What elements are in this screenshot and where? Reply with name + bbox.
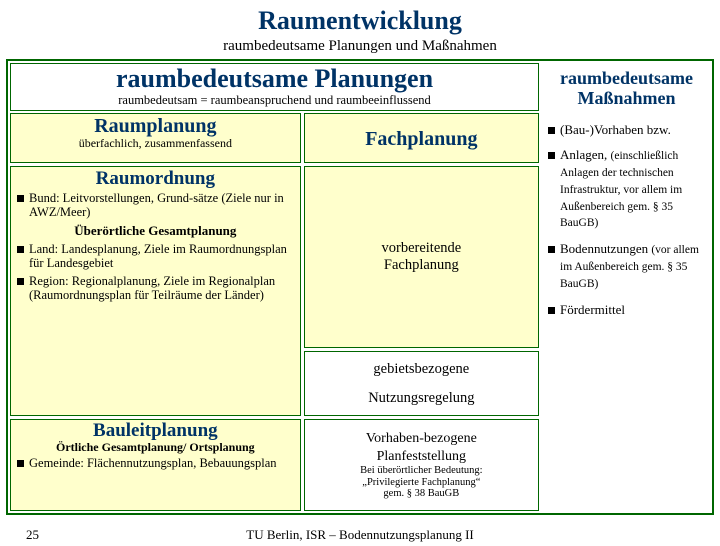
left-columns: Raumplanung überfachlich, zusammenfassen… [10,113,539,511]
bullet-icon [17,278,24,285]
gebiets-box: gebietsbezogene Nutzungsregelung [304,351,539,416]
vorhaben-box: Vorhaben-bezogene Planfeststellung Bei ü… [304,419,539,511]
vorb-line1: vorbereitende [381,240,461,257]
raumplanung-sub: überfachlich, zusammenfassend [11,136,300,153]
page-title: Raumentwicklung [0,6,720,36]
vh-line3: Bei überörtlicher Bedeutung: [360,465,482,477]
bauleit-box: Bauleitplanung Örtliche Gesamtplanung/ O… [10,419,301,511]
raumordnung-box: Raumordnung Bund: Leitvorstellungen, Gru… [10,166,301,416]
right-b4: Fördermittel [560,302,707,318]
bullet-icon [548,246,555,253]
uberortliche: Überörtliche Gesamtplanung [14,223,297,239]
bullet-icon [548,152,555,159]
geb-line1: gebietsbezogene [373,361,469,378]
raumordnung-title: Raumordnung [11,169,300,188]
left-header: raumbedeutsame Planungen raumbedeutsam =… [10,63,539,111]
bullet-icon [17,246,24,253]
right-column: raumbedeutsame Maßnahmen (Bau-)Vorhaben … [541,61,712,513]
right-title-2: Maßnahmen [577,88,675,108]
left-header-title: raumbedeutsame Planungen [11,64,538,92]
bullet-icon [17,195,24,202]
page-subtitle: raumbedeutsame Planungen und Maßnahmen [0,38,720,55]
left-header-sub: raumbedeutsam = raumbeanspruchend und ra… [11,92,538,110]
left-area: raumbedeutsame Planungen raumbedeutsam =… [8,61,541,513]
right-b2: Anlagen, (einschließlich Anlagen der tec… [560,147,707,231]
bullet-icon [548,127,555,134]
vorbereitende-box: vorbereitende Fachplanung [304,166,539,348]
bauleit-title: Bauleitplanung [11,421,300,440]
bullet-icon [548,307,555,314]
land-text: Land: Landesplanung, Ziele im Raumordnun… [29,242,297,271]
bullet-icon [17,460,24,467]
vh-line4: „Privilegierte Fachplanung“ [362,477,480,489]
column-fachplanung: Fachplanung vorbereitende Fachplanung ge… [304,113,539,511]
fachplanung-title: Fachplanung [365,127,477,149]
column-raumplanung: Raumplanung überfachlich, zusammenfassen… [10,113,301,511]
right-title-1: raumbedeutsame [560,68,693,88]
bauleit-bullets: Gemeinde: Flächennutzungsplan, Bebauungs… [11,456,300,470]
page-footer: TU Berlin, ISR – Bodennutzungsplanung II [0,527,720,543]
right-b3: Bodennutzungen (vor allem im Außenbereic… [560,241,707,291]
right-b1: (Bau-)Vorhaben bzw. [560,122,707,138]
raumplanung-header: Raumplanung überfachlich, zusammenfassen… [10,113,301,163]
bauleit-sub: Örtliche Gesamtplanung/ Ortsplanung [11,440,300,455]
diagram-outer: raumbedeutsame Planungen raumbedeutsam =… [6,59,714,515]
geb-line2: Nutzungsregelung [368,390,474,407]
gemeinde-text: Gemeinde: Flächennutzungsplan, Bebauungs… [29,456,297,470]
right-bullets: (Bau-)Vorhaben bzw. Anlagen, (einschließ… [543,115,710,328]
vorb-line2: Fachplanung [384,257,459,274]
vh-line5: gem. § 38 BauGB [383,488,459,500]
vh-line2: Planfeststellung [377,448,466,466]
raumplanung-title: Raumplanung [11,114,300,136]
bund-text: Bund: Leitvorstellungen, Grund-sätze (Zi… [29,191,297,220]
right-header: raumbedeutsame Maßnahmen [543,63,710,115]
fachplanung-header: Fachplanung [304,113,539,163]
vh-line1: Vorhaben-bezogene [366,430,477,448]
raumordnung-bullets: Bund: Leitvorstellungen, Grund-sätze (Zi… [11,191,300,302]
region-text: Region: Regionalplanung, Ziele im Region… [29,274,297,303]
